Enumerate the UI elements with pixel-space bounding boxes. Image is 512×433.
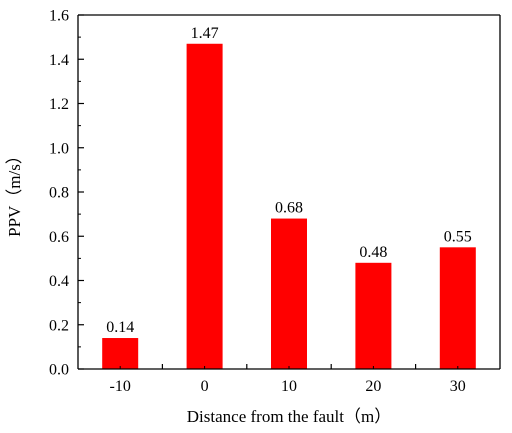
x-tick-label: -10 [110, 378, 131, 395]
bar [186, 43, 223, 369]
y-tick-label: 0.0 [49, 362, 69, 379]
bar [271, 218, 307, 369]
bar [439, 247, 476, 369]
x-tick-label: 30 [450, 378, 466, 395]
x-tick-label: 20 [365, 378, 381, 395]
plot-area: 0.14 1.47 0.68 0.48 0.55 [102, 25, 476, 369]
bar [355, 262, 392, 369]
data-label: 0.14 [106, 319, 134, 336]
y-tick-label: 0.2 [49, 317, 69, 334]
y-tick-label: 1.6 [49, 8, 69, 25]
y-tick-label: 1.0 [49, 140, 69, 157]
y-axis-title: PPV（m/s） [5, 147, 24, 237]
data-label: 0.55 [444, 228, 472, 245]
data-label: 0.68 [275, 200, 303, 217]
y-tick-label: 1.4 [49, 52, 69, 69]
y-tick-label: 0.4 [49, 273, 69, 290]
x-tick-label: 10 [281, 378, 297, 395]
data-label: 1.47 [191, 25, 219, 42]
x-axis-title: Distance from the fault（m） [187, 407, 391, 426]
data-label: 0.48 [359, 244, 387, 261]
x-axis: -10 0 10 20 30 [78, 14, 500, 395]
y-axis: 0.0 0.2 0.4 0.6 0.8 1.0 1.2 1.4 1.6 [49, 8, 501, 379]
bar [102, 338, 139, 369]
y-tick-label: 1.2 [49, 96, 69, 113]
y-tick-label: 0.8 [49, 185, 69, 202]
y-tick-label: 0.6 [49, 229, 69, 246]
x-tick-label: 0 [201, 378, 209, 395]
